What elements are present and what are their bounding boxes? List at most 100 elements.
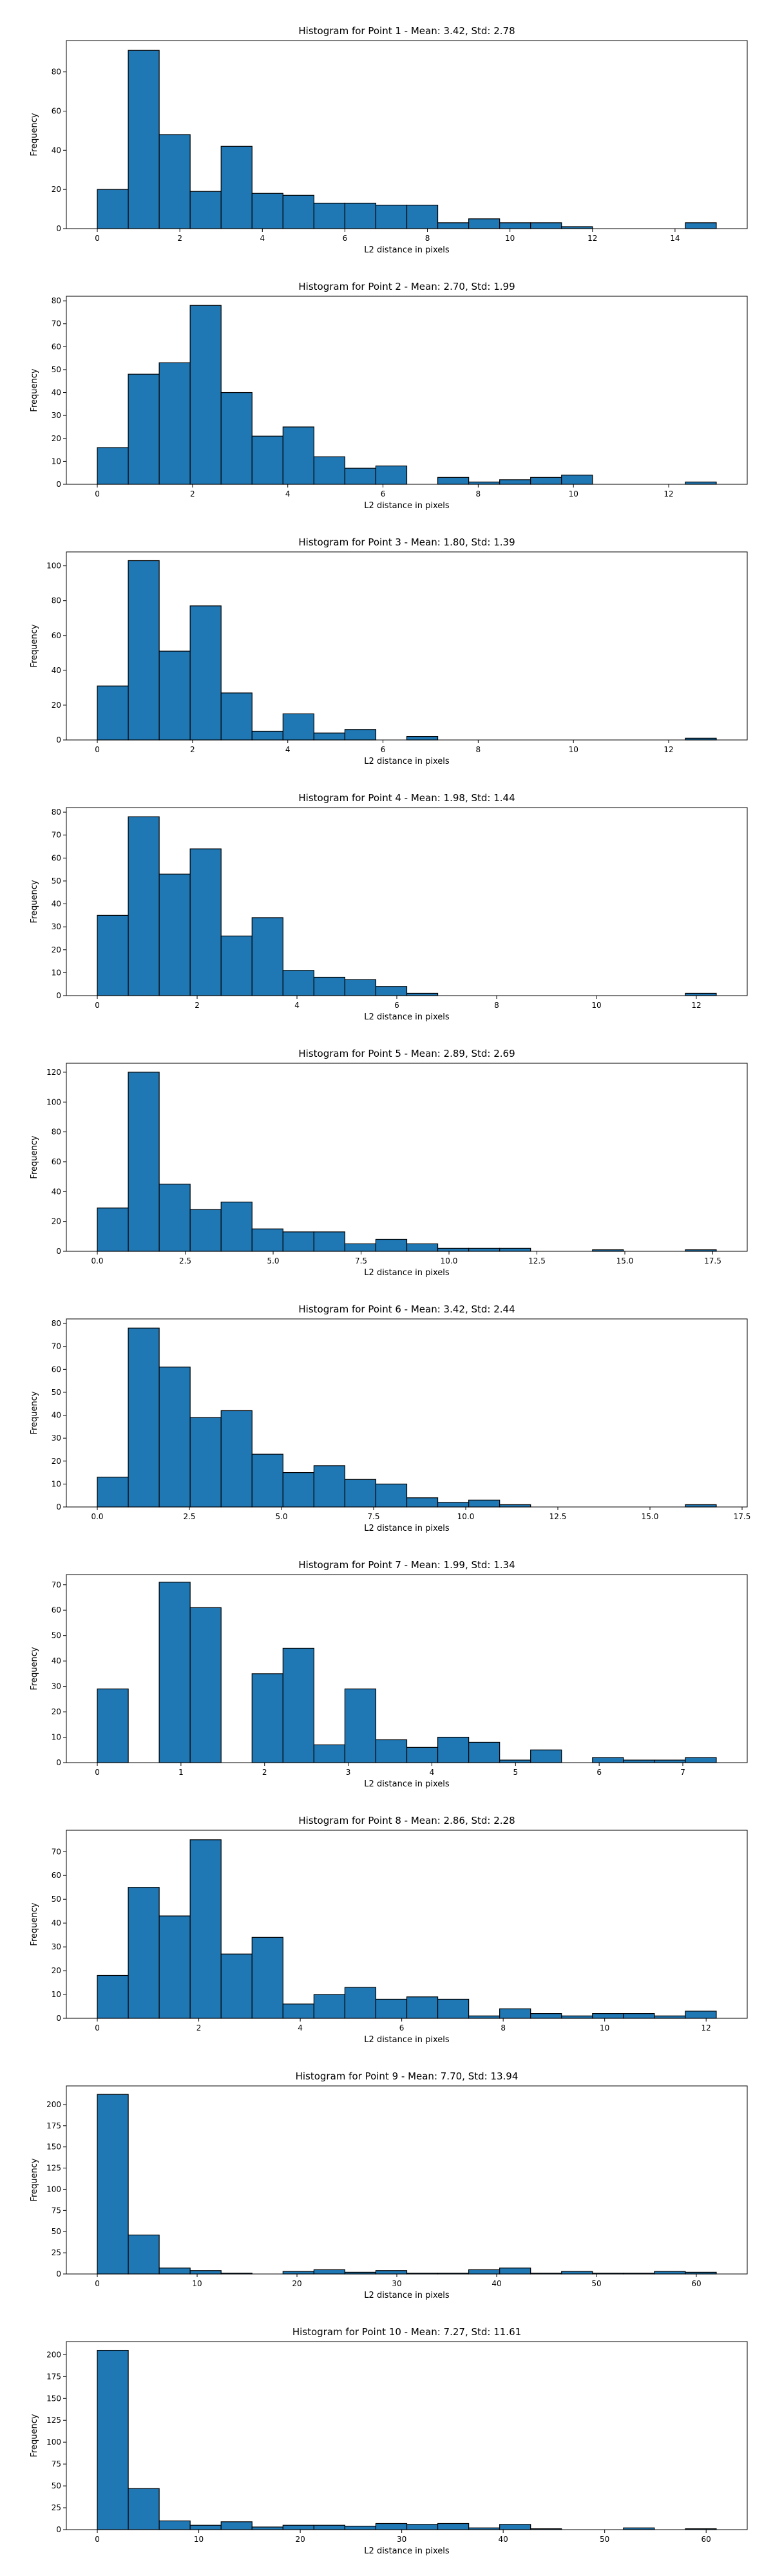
x-tick-label: 17.5 bbox=[734, 1512, 751, 1521]
y-tick-label: 100 bbox=[46, 2184, 61, 2193]
x-tick-label: 2 bbox=[196, 2023, 202, 2032]
histogram-bar bbox=[530, 477, 562, 485]
x-tick-label: 5.0 bbox=[267, 1256, 279, 1265]
histogram-bar bbox=[313, 456, 346, 485]
y-tick-label: 60 bbox=[52, 1605, 61, 1615]
histogram-bar bbox=[251, 193, 283, 229]
y-tick-label: 60 bbox=[52, 342, 61, 351]
histogram-bar bbox=[128, 1327, 160, 1508]
x-tick-label: 30 bbox=[397, 2535, 406, 2544]
x-tick-label: 0 bbox=[95, 2279, 100, 2288]
chart-panel-2: Histogram for Point 2 - Mean: 2.70, Std:… bbox=[30, 281, 748, 511]
y-tick-label: 40 bbox=[52, 900, 61, 909]
x-tick-label: 10 bbox=[591, 1001, 601, 1010]
x-tick-label: 12 bbox=[663, 489, 673, 498]
y-tick-label: 20 bbox=[52, 1966, 61, 1975]
histogram-bar bbox=[251, 730, 283, 741]
histogram-bar bbox=[375, 2270, 408, 2275]
x-tick-label: 4 bbox=[294, 1001, 300, 1010]
histogram-bar bbox=[468, 2269, 501, 2275]
histogram-bar bbox=[468, 218, 501, 229]
x-tick-label: 0 bbox=[95, 745, 100, 754]
x-axis-label: L2 distance in pixels bbox=[364, 757, 450, 766]
histogram-bar bbox=[344, 1479, 377, 1508]
histogram-bar bbox=[158, 362, 191, 485]
histogram-bar bbox=[251, 1937, 283, 2019]
y-tick-label: 50 bbox=[52, 2481, 61, 2490]
histogram-bar bbox=[282, 2524, 314, 2530]
histogram-bar bbox=[158, 1367, 191, 1508]
histogram-bar bbox=[313, 1465, 346, 1508]
histogram-bar bbox=[282, 1231, 314, 1252]
histogram-bar bbox=[375, 1238, 408, 1252]
histogram-bar bbox=[158, 1915, 191, 2019]
x-tick-label: 15.0 bbox=[616, 1256, 634, 1265]
histogram-bar bbox=[251, 1454, 283, 1508]
y-tick-label: 70 bbox=[52, 1580, 61, 1589]
y-tick-label: 0 bbox=[56, 1758, 61, 1767]
x-axis-label: L2 distance in pixels bbox=[364, 2291, 450, 2300]
axes-frame bbox=[66, 551, 748, 741]
y-tick-label: 50 bbox=[52, 365, 61, 374]
x-tick-label: 12 bbox=[663, 745, 673, 754]
y-axis-label: Frequency bbox=[30, 2414, 39, 2457]
histogram-bar bbox=[468, 1247, 501, 1252]
histogram-bar bbox=[654, 1759, 686, 1763]
x-tick-label: 6 bbox=[343, 234, 348, 243]
histogram-bar bbox=[375, 1998, 408, 2019]
histogram-bar bbox=[499, 2524, 531, 2530]
x-tick-label: 0 bbox=[95, 234, 100, 243]
y-tick-label: 175 bbox=[46, 2121, 61, 2130]
x-tick-label: 1 bbox=[178, 1768, 184, 1777]
y-tick-label: 0 bbox=[56, 2525, 61, 2534]
y-tick-label: 75 bbox=[52, 2459, 61, 2468]
x-tick-label: 5 bbox=[513, 1768, 518, 1777]
histogram-bar bbox=[97, 2094, 129, 2275]
histogram-bar bbox=[128, 1887, 160, 2019]
x-tick-label: 60 bbox=[701, 2535, 711, 2544]
histogram-bar bbox=[375, 986, 408, 996]
histogram-bar bbox=[128, 2234, 160, 2275]
chart-panel-8: Histogram for Point 8 - Mean: 2.86, Std:… bbox=[30, 1815, 748, 2045]
chart-title: Histogram for Point 9 - Mean: 7.70, Std:… bbox=[296, 2070, 519, 2082]
chart-title: Histogram for Point 1 - Mean: 3.42, Std:… bbox=[298, 25, 515, 37]
histogram-bar bbox=[375, 2523, 408, 2530]
y-tick-label: 30 bbox=[52, 1682, 61, 1691]
y-tick-label: 150 bbox=[46, 2394, 61, 2403]
histogram-bar bbox=[282, 970, 314, 996]
histogram-bar bbox=[406, 992, 439, 996]
y-tick-label: 20 bbox=[52, 945, 61, 954]
x-tick-label: 7.5 bbox=[367, 1512, 379, 1521]
x-tick-label: 12.5 bbox=[549, 1512, 567, 1521]
histogram-bar bbox=[437, 2523, 470, 2530]
histogram-bar bbox=[220, 935, 253, 996]
x-tick-label: 12 bbox=[587, 234, 597, 243]
y-tick-label: 60 bbox=[52, 853, 61, 862]
x-tick-label: 40 bbox=[491, 2279, 501, 2288]
x-tick-label: 6 bbox=[399, 2023, 405, 2032]
x-tick-label: 10 bbox=[569, 489, 578, 498]
axes-frame bbox=[66, 296, 748, 485]
histogram-bar bbox=[437, 222, 470, 229]
chart-title: Histogram for Point 6 - Mean: 3.42, Std:… bbox=[298, 1303, 515, 1315]
histogram-bar bbox=[189, 848, 222, 996]
y-tick-label: 60 bbox=[52, 1871, 61, 1880]
histogram-bar bbox=[251, 2526, 283, 2530]
x-tick-label: 8 bbox=[501, 2023, 506, 2032]
histogram-bar bbox=[313, 202, 346, 229]
x-tick-label: 0 bbox=[95, 489, 100, 498]
histogram-bar bbox=[158, 134, 191, 229]
histogram-bar bbox=[437, 1998, 470, 2019]
histogram-bar bbox=[499, 2008, 531, 2019]
y-tick-label: 50 bbox=[52, 1895, 61, 1904]
y-tick-label: 20 bbox=[52, 1707, 61, 1716]
histogram-bar bbox=[623, 1759, 655, 1763]
y-tick-label: 120 bbox=[46, 1068, 61, 1077]
x-tick-label: 8 bbox=[425, 234, 430, 243]
histogram-bar bbox=[561, 2015, 593, 2019]
histogram-bar bbox=[128, 2488, 160, 2530]
y-tick-label: 10 bbox=[52, 1990, 61, 1999]
y-axis-label: Frequency bbox=[30, 880, 39, 923]
y-tick-label: 10 bbox=[52, 1479, 61, 1488]
